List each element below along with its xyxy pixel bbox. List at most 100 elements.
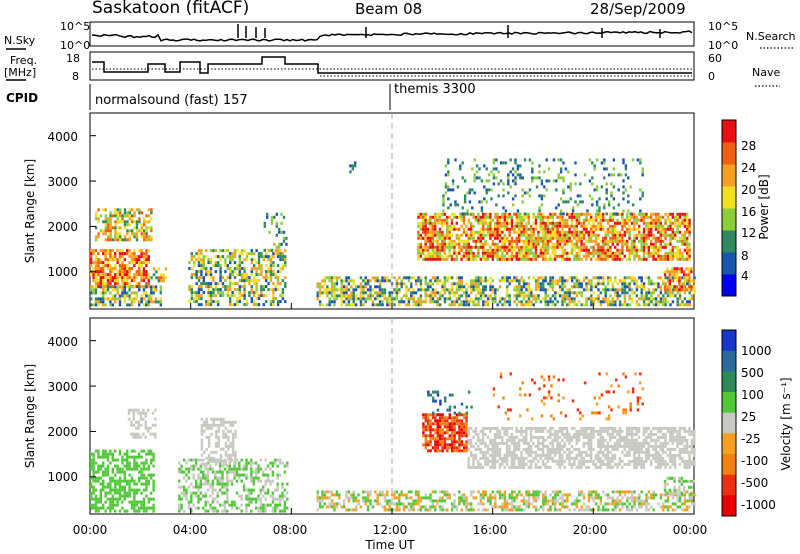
- heatmap-cell-1-223: [133, 461, 136, 465]
- heatmap-cell-0-3320: [686, 257, 689, 261]
- heatmap-cell-1-577: [228, 461, 231, 465]
- heatmap-cell-0-3035: [628, 257, 631, 261]
- velocity-heatmap: [89, 318, 696, 514]
- heatmap-cell-1-925: [326, 490, 329, 494]
- heatmap-cell-0-2534: [530, 233, 533, 237]
- heatmap-cell-0-1286: [429, 285, 432, 289]
- heatmap-cell-0-803: [245, 300, 249, 304]
- heatmap-cell-0-16: [92, 279, 95, 283]
- heatmap-cell-0-2670: [556, 215, 559, 219]
- heatmap-cell-0-2191: [462, 242, 466, 246]
- heatmap-cell-0-2310: [486, 257, 490, 261]
- heatmap-cell-0-1753: [614, 276, 617, 280]
- heatmap-cell-0-3570: [603, 167, 606, 171]
- heatmap-cell-0-575: [195, 291, 198, 295]
- heatmap-cell-0-264: [104, 226, 107, 230]
- heatmap-cell-1-340: [135, 420, 138, 424]
- heatmap-cell-0-2004: [424, 257, 427, 261]
- heatmap-cell-0-2527: [527, 248, 530, 252]
- heatmap-cell-0-3215: [666, 212, 670, 216]
- heatmap-cell-1-732: [271, 500, 275, 504]
- heatmap-cell-1-811: [207, 453, 211, 457]
- heatmap-cell-1-805: [207, 423, 211, 427]
- heatmap-cell-1-119: [111, 476, 114, 480]
- heatmap-cell-0-53: [102, 267, 105, 271]
- heatmap-cell-1-184: [123, 494, 126, 498]
- heatmap-cell-0-1951: [693, 288, 696, 292]
- heatmap-cell-1-818: [210, 450, 213, 454]
- heatmap-cell-0-1408: [474, 303, 478, 307]
- heatmap-cell-0-3284: [681, 212, 684, 216]
- heatmap-cell-1-305: [150, 458, 153, 462]
- heatmap-cell-0-344: [131, 217, 134, 221]
- heatmap-cell-0-3002: [621, 248, 624, 252]
- heatmap-cell-0-846: [255, 303, 258, 307]
- heatmap-cell-1-344: [137, 408, 140, 412]
- heatmap-cell-0-2498: [522, 248, 526, 252]
- heatmap-cell-0-1731: [604, 294, 607, 298]
- heatmap-cell-1-324: [152, 509, 155, 513]
- heatmap-cell-1-680: [257, 497, 260, 501]
- heatmap-cell-1-783: [200, 426, 204, 430]
- heatmap-cell-0-332: [126, 232, 129, 236]
- heatmap-cell-1-428: [190, 500, 193, 504]
- heatmap-cell-0-3060: [635, 215, 638, 219]
- heatmap-cell-0-3503: [555, 188, 558, 192]
- heatmap-cell-1-691: [259, 506, 263, 510]
- heatmap-cell-1-829: [215, 429, 218, 433]
- heatmap-cell-0-2214: [467, 248, 470, 252]
- heatmap-cell-0-328: [126, 214, 129, 218]
- heatmap-cell-0-666: [214, 285, 217, 289]
- heatmap-cell-0-382: [145, 226, 148, 230]
- heatmap-cell-0-1988: [422, 251, 425, 255]
- heatmap-cell-0-1555: [534, 294, 538, 298]
- heatmap-cell-1-1146: [467, 508, 471, 512]
- heatmap-cell-0-3085: [640, 239, 643, 243]
- power-cb-tick-28: 28: [741, 139, 756, 153]
- heatmap-cell-0-2940: [609, 245, 612, 249]
- heatmap-cell-0-630: [207, 273, 210, 277]
- heatmap-cell-1-329: [130, 420, 133, 424]
- heatmap-cell-0-2472: [518, 251, 521, 255]
- heatmap-cell-0-1317: [441, 285, 444, 289]
- heatmap-cell-1-813: [207, 459, 211, 463]
- heatmap-cell-0-2266: [479, 233, 482, 237]
- heatmap-cell-0-2630: [546, 251, 550, 255]
- heatmap-cell-0-1125: [364, 279, 367, 283]
- heatmap-cell-0-2024: [429, 236, 432, 240]
- heatmap-cell-0-645: [209, 282, 213, 286]
- heatmap-cell-1-108: [109, 491, 112, 495]
- heatmap-cell-0-2326: [491, 230, 494, 234]
- heatmap-cell-0-2668: [554, 254, 557, 258]
- heatmap-cell-0-1301: [434, 291, 437, 295]
- heatmap-cell-0-2360: [496, 254, 499, 258]
- heatmap-cell-1-803: [205, 456, 208, 460]
- heatmap-cell-1-1157: [477, 502, 480, 506]
- heatmap-cell-0-1323: [443, 285, 447, 289]
- heatmap-cell-1-522: [214, 497, 217, 501]
- heatmap-cell-0-2786: [578, 239, 581, 243]
- heatmap-cell-0-1478: [506, 285, 509, 289]
- heatmap-cell-1-727: [271, 473, 275, 477]
- heatmap-cell-0-3629: [641, 212, 644, 216]
- heatmap-cell-0-3585: [610, 191, 613, 195]
- heatmap-cell-0-493: [140, 297, 143, 301]
- heatmap-cell-1-7: [90, 485, 93, 489]
- heatmap-cell-0-2702: [561, 245, 564, 249]
- heatmap-cell-0-2389: [503, 215, 506, 219]
- heatmap-cell-0-983: [278, 230, 281, 234]
- heatmap-cell-0-1809: [635, 282, 639, 286]
- heatmap-cell-1-499: [209, 467, 212, 471]
- heatmap-cell-0-674: [217, 288, 220, 292]
- heatmap-cell-0-2776: [575, 251, 578, 255]
- heatmap-cell-1-66: [102, 455, 105, 459]
- heatmap-cell-0-685: [219, 276, 222, 280]
- heatmap-cell-1-977: [362, 496, 365, 500]
- heatmap-cell-0-2428: [510, 221, 514, 225]
- heatmap-cell-0-3470: [528, 158, 532, 162]
- heatmap-cell-0-1832: [642, 300, 646, 304]
- heatmap-cell-0-3383: [473, 173, 476, 177]
- heatmap-cell-0-670: [217, 255, 220, 259]
- heatmap-cell-1-247: [138, 455, 141, 459]
- heatmap-cell-0-415: [97, 303, 100, 307]
